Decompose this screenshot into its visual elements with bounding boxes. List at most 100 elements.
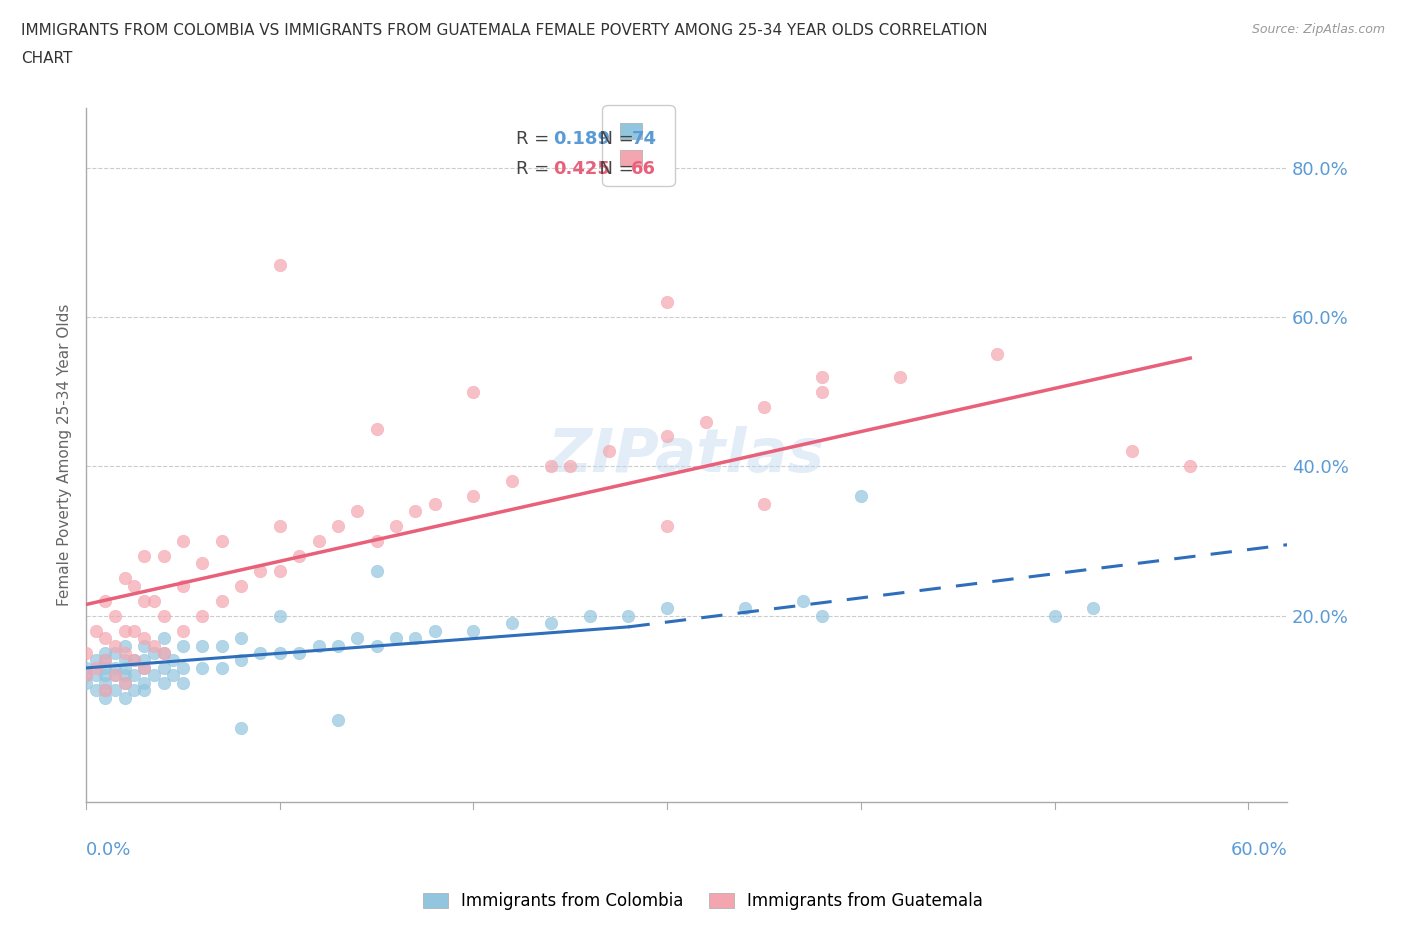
Point — [152, 645, 174, 660]
Point — [463, 489, 485, 504]
Text: 0.189: 0.189 — [554, 130, 610, 148]
Point — [986, 347, 1008, 362]
Text: 0.425: 0.425 — [554, 160, 610, 179]
Text: R =: R = — [516, 160, 555, 179]
Point — [104, 660, 127, 675]
Point — [540, 458, 562, 473]
Legend: , : , — [607, 110, 669, 181]
Point — [617, 608, 640, 623]
Point — [229, 720, 252, 735]
Point — [308, 534, 330, 549]
Point — [695, 414, 717, 429]
Point — [1121, 444, 1143, 458]
Point — [501, 474, 523, 489]
Point — [1180, 458, 1202, 473]
Point — [75, 668, 97, 683]
Text: IMMIGRANTS FROM COLOMBIA VS IMMIGRANTS FROM GUATEMALA FEMALE POVERTY AMONG 25-34: IMMIGRANTS FROM COLOMBIA VS IMMIGRANTS F… — [21, 23, 987, 38]
Text: Source: ZipAtlas.com: Source: ZipAtlas.com — [1251, 23, 1385, 36]
Point — [598, 444, 620, 458]
Point — [752, 399, 775, 414]
Point — [94, 683, 117, 698]
Point — [172, 578, 194, 593]
Point — [94, 645, 117, 660]
Point — [191, 556, 214, 571]
Point — [134, 549, 156, 564]
Point — [811, 608, 834, 623]
Point — [657, 601, 679, 616]
Point — [142, 638, 165, 653]
Point — [211, 534, 233, 549]
Text: 66: 66 — [631, 160, 657, 179]
Point — [114, 571, 136, 586]
Point — [114, 645, 136, 660]
Point — [326, 712, 349, 727]
Point — [114, 668, 136, 683]
Point — [104, 645, 127, 660]
Point — [84, 653, 107, 668]
Point — [152, 660, 174, 675]
Point — [269, 564, 291, 578]
Point — [114, 675, 136, 690]
Point — [229, 653, 252, 668]
Point — [114, 660, 136, 675]
Point — [657, 519, 679, 534]
Point — [94, 668, 117, 683]
Point — [75, 660, 97, 675]
Point — [134, 638, 156, 653]
Point — [346, 504, 368, 519]
Text: CHART: CHART — [21, 51, 73, 66]
Point — [423, 623, 446, 638]
Point — [366, 421, 388, 436]
Point — [501, 616, 523, 631]
Point — [94, 690, 117, 705]
Point — [134, 631, 156, 645]
Point — [752, 497, 775, 512]
Point — [104, 668, 127, 683]
Point — [1083, 601, 1105, 616]
Text: 0.0%: 0.0% — [86, 842, 131, 859]
Point — [249, 645, 271, 660]
Point — [104, 608, 127, 623]
Point — [84, 683, 107, 698]
Point — [308, 638, 330, 653]
Point — [269, 645, 291, 660]
Point — [124, 653, 146, 668]
Point — [288, 549, 311, 564]
Point — [191, 638, 214, 653]
Point — [134, 683, 156, 698]
Point — [366, 564, 388, 578]
Point — [385, 519, 408, 534]
Point — [423, 497, 446, 512]
Point — [657, 429, 679, 444]
Point — [124, 668, 146, 683]
Point — [84, 668, 107, 683]
Point — [152, 675, 174, 690]
Point — [94, 653, 117, 668]
Point — [142, 668, 165, 683]
Point — [134, 593, 156, 608]
Point — [104, 668, 127, 683]
Point — [172, 623, 194, 638]
Point — [811, 384, 834, 399]
Point — [162, 668, 184, 683]
Point — [269, 608, 291, 623]
Point — [94, 683, 117, 698]
Point — [94, 593, 117, 608]
Point — [94, 653, 117, 668]
Point — [152, 549, 174, 564]
Point — [540, 616, 562, 631]
Point — [124, 578, 146, 593]
Point — [152, 645, 174, 660]
Point — [269, 258, 291, 272]
Point — [578, 608, 600, 623]
Point — [191, 608, 214, 623]
Point — [849, 489, 872, 504]
Point — [734, 601, 756, 616]
Point — [229, 578, 252, 593]
Point — [114, 690, 136, 705]
Point — [811, 369, 834, 384]
Point — [152, 608, 174, 623]
Text: R =: R = — [516, 130, 555, 148]
Point — [1043, 608, 1066, 623]
Point — [792, 593, 814, 608]
